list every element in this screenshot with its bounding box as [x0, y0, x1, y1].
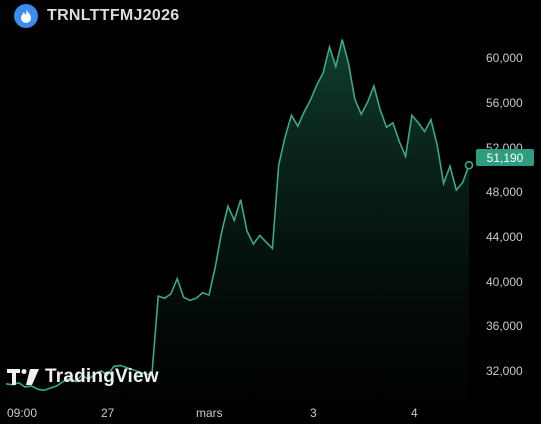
y-tick-label: 44,000	[486, 230, 523, 244]
y-tick-label: 48,000	[486, 185, 523, 199]
last-price-dot	[464, 160, 474, 170]
symbol-header: TRNLTTFMJ2026	[14, 4, 180, 28]
y-tick-label: 32,000	[486, 364, 523, 378]
tradingview-wordmark: TradingView	[45, 366, 159, 387]
price-line	[5, 39, 470, 392]
y-tick-label: 36,000	[486, 319, 523, 333]
tradingview-watermark[interactable]: TradingView	[7, 366, 159, 388]
y-tick-label: 60,000	[486, 51, 523, 65]
x-tick-label: mars	[196, 406, 223, 420]
flame-icon	[14, 4, 38, 28]
last-price-label: 51,190	[476, 149, 534, 166]
x-tick-label: 4	[411, 406, 418, 420]
x-tick-label: 3	[310, 406, 317, 420]
tradingview-logo-icon	[7, 369, 39, 385]
y-tick-label: 40,000	[486, 275, 523, 289]
symbol-title: TRNLTTFMJ2026	[47, 7, 180, 24]
y-tick-label: 56,000	[486, 96, 523, 110]
x-tick-label: 27	[101, 406, 115, 420]
x-tick-label: 09:00	[7, 406, 38, 420]
price-area	[6, 39, 469, 400]
